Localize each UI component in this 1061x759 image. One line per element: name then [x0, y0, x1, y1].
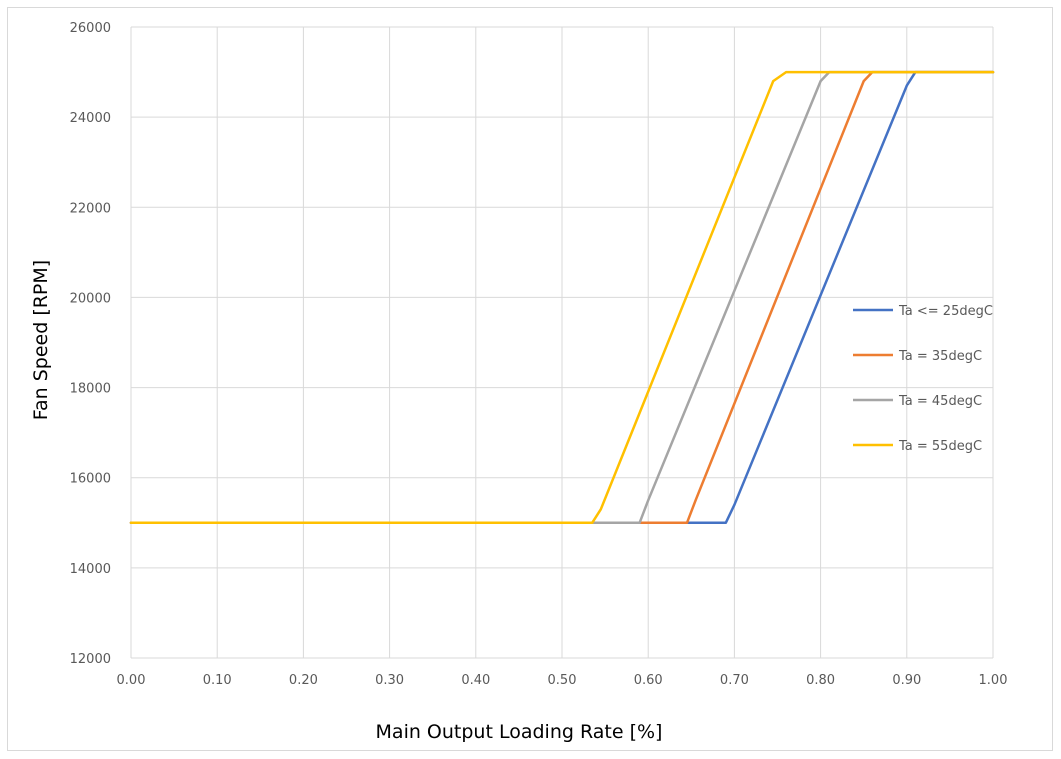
x-axis-title: Main Output Loading Rate [%]	[376, 721, 663, 743]
x-tick-label: 0.50	[548, 673, 577, 688]
series-lines	[129, 70, 995, 525]
y-tick-label: 18000	[70, 382, 111, 397]
x-tick-label: 0.40	[461, 673, 490, 688]
y-tick-label: 14000	[70, 562, 111, 577]
vertical-gridlines	[130, 27, 994, 658]
x-tick-label: 0.90	[892, 673, 921, 688]
legend: Ta <= 25degC Ta = 35degC Ta = 45degC Ta = 5…	[853, 304, 993, 454]
x-tick-label: 0.60	[634, 673, 663, 688]
legend-label: Ta = 55degC	[898, 439, 982, 454]
y-tick-label: 26000	[70, 21, 111, 36]
x-tick-label: 1.00	[979, 673, 1008, 688]
x-tick-label: 0.30	[375, 673, 404, 688]
x-tick-label: 0.80	[806, 673, 835, 688]
x-tick-label: 0.70	[720, 673, 749, 688]
x-tick-labels: 0.00 0.10 0.20 0.30 0.40 0.50 0.60 0.70 0.80 0.90…	[117, 673, 1008, 688]
y-tick-label: 24000	[70, 111, 111, 126]
chart-area	[7, 7, 1053, 751]
legend-label: Ta <= 25degC	[898, 304, 993, 319]
y-tick-label: 12000	[70, 652, 111, 667]
x-tick-label: 0.10	[203, 673, 232, 688]
y-tick-label: 22000	[70, 201, 111, 216]
legend-label: Ta = 45degC	[898, 394, 982, 409]
x-tick-label: 0.00	[117, 673, 146, 688]
legend-label: Ta = 35degC	[898, 349, 982, 364]
y-tick-labels: 12000 14000 16000 18000 20000 22000 24000 26000	[70, 21, 111, 667]
y-tick-label: 20000	[70, 291, 111, 306]
y-tick-label: 16000	[70, 472, 111, 487]
x-tick-label: 0.20	[289, 673, 318, 688]
series-line-4	[129, 70, 995, 525]
horizontal-gridlines	[131, 26, 993, 659]
y-axis-title: Fan Speed [RPM]	[30, 260, 52, 420]
